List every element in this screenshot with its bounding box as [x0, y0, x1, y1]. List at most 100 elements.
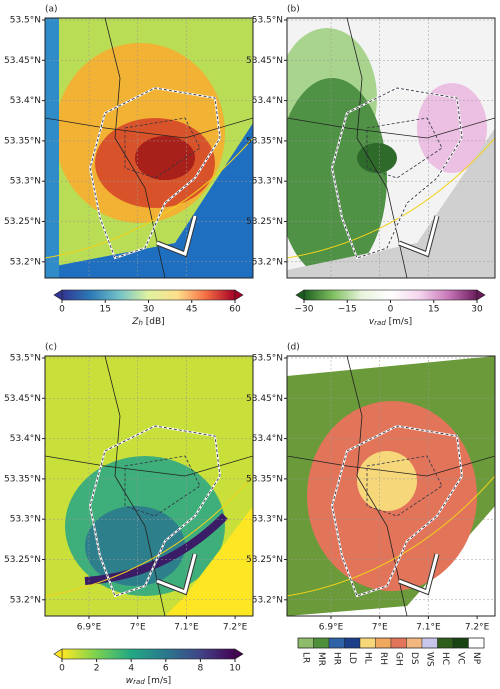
- lon-tick-label: 7°E: [372, 623, 388, 633]
- storm-outline: [366, 117, 443, 179]
- panel-label: (d): [287, 343, 300, 353]
- class-swatch: [437, 637, 454, 649]
- class-swatch: [421, 637, 438, 649]
- no-data: [165, 506, 253, 616]
- lat-tick-label: 53.3°N: [10, 177, 41, 187]
- class-label: GH: [393, 652, 403, 666]
- lat-tick-label: 53.45°N: [246, 394, 283, 404]
- class-swatch: [328, 637, 345, 649]
- river: [104, 18, 166, 278]
- class-swatch: [297, 637, 314, 649]
- symbol: v: [369, 317, 375, 327]
- class-label: LD: [347, 652, 357, 664]
- lat-tick-label: 53.5°N: [10, 354, 41, 364]
- clear-air: [45, 18, 59, 278]
- lat-tick-label: 53.2°N: [252, 595, 283, 605]
- frame: [44, 355, 254, 617]
- lon-tick-label: 7.1°E: [416, 623, 441, 633]
- map-panel: [45, 356, 253, 616]
- frame: [286, 355, 496, 617]
- range-ring: [45, 137, 253, 259]
- unit: [m/s]: [148, 676, 172, 686]
- lon-tick-label: 7°E: [130, 623, 146, 633]
- class-swatch: [359, 637, 376, 649]
- lat-tick-label: 53.45°N: [246, 56, 283, 66]
- frame: [44, 17, 254, 279]
- lat-tick-label: 53.45°N: [4, 56, 41, 66]
- colorbar-tick-label: 0: [59, 305, 65, 315]
- lat-tick-label: 53.35°N: [4, 136, 41, 146]
- lat-tick-label: 53.2°N: [252, 257, 283, 267]
- colorbar-extend: [234, 289, 244, 301]
- symbol: w: [126, 676, 134, 686]
- colorbar-frame: [297, 637, 485, 649]
- colorbar-label: Zh [dB]: [131, 317, 164, 328]
- lat-tick-label: 53.3°N: [252, 177, 283, 187]
- colorbar-tick-label: 45: [186, 305, 197, 315]
- class-label: HR: [331, 652, 341, 665]
- class-swatch: [452, 637, 469, 649]
- arrow: [156, 553, 197, 595]
- lat-tick-label: 53.5°N: [10, 16, 41, 26]
- colorbar-extend: [53, 289, 63, 301]
- storm-outline: [331, 87, 463, 259]
- arrow: [398, 553, 439, 595]
- storm-outline: [366, 455, 443, 517]
- frame: [286, 17, 496, 279]
- lat-tick-label: 53.4°N: [10, 434, 41, 444]
- class-swatch: [375, 637, 392, 649]
- lon-tick-label: 7.1°E: [174, 623, 199, 633]
- colorbar-tick-label: 60: [229, 305, 241, 315]
- colorbar-tick-label: 8: [198, 664, 204, 674]
- colorbar-tick-label: 15: [100, 305, 111, 315]
- unit: [dB]: [146, 317, 165, 327]
- lon-tick-label: 6.9°E: [77, 623, 102, 633]
- clear-air: [45, 123, 253, 278]
- arrow: [398, 215, 439, 257]
- panel-label: (a): [45, 5, 58, 15]
- colorbar-tick-label: 30: [143, 305, 155, 315]
- class-area: [412, 506, 495, 616]
- band: [84, 513, 228, 585]
- colorbar-tick-label: 2: [94, 664, 100, 674]
- lat-tick-label: 53.45°N: [4, 394, 41, 404]
- subscript: rad: [374, 319, 386, 327]
- storm-outline: [124, 455, 201, 517]
- class-label: RH: [378, 652, 388, 665]
- colorbar-tick-label: 6: [163, 664, 169, 674]
- storm-outline: [331, 425, 463, 597]
- storm-outline: [124, 117, 201, 179]
- class-label: HL: [362, 652, 372, 664]
- lat-tick-label: 53.35°N: [246, 474, 283, 484]
- colorbar: [61, 648, 236, 660]
- class-label: HC: [440, 652, 450, 665]
- class-swatch: [344, 637, 361, 649]
- class-label: NP: [471, 652, 481, 665]
- lat-tick-label: 53.4°N: [252, 434, 283, 444]
- lat-tick-label: 53.3°N: [10, 515, 41, 525]
- subscript: h: [138, 319, 142, 327]
- colorbar-tick-label: −30: [295, 305, 314, 315]
- colorbar-tick-label: 10: [229, 664, 241, 674]
- lat-tick-label: 53.2°N: [10, 257, 41, 267]
- class-swatch: [313, 637, 330, 649]
- lat-tick-label: 53.5°N: [252, 354, 283, 364]
- class-label: LR: [300, 652, 310, 663]
- class-label: VC: [455, 652, 465, 664]
- lat-tick-label: 53.25°N: [246, 217, 283, 227]
- echo: [135, 136, 195, 180]
- lat-tick-label: 53.4°N: [10, 96, 41, 106]
- colorbar-tick-label: 0: [59, 664, 65, 674]
- lat-tick-label: 53.25°N: [246, 555, 283, 565]
- colorbar: [303, 289, 478, 301]
- colorbar-tick-label: 4: [128, 664, 134, 674]
- lon-tick-label: 6.9°E: [319, 623, 344, 633]
- colorbar-extend: [234, 648, 244, 660]
- range-ring: [287, 137, 495, 259]
- class-swatch: [406, 637, 423, 649]
- class-area: [357, 451, 417, 511]
- lat-tick-label: 53.2°N: [10, 595, 41, 605]
- map-panel: [287, 356, 495, 616]
- colorbar-extend: [476, 289, 486, 301]
- lat-tick-label: 53.3°N: [252, 515, 283, 525]
